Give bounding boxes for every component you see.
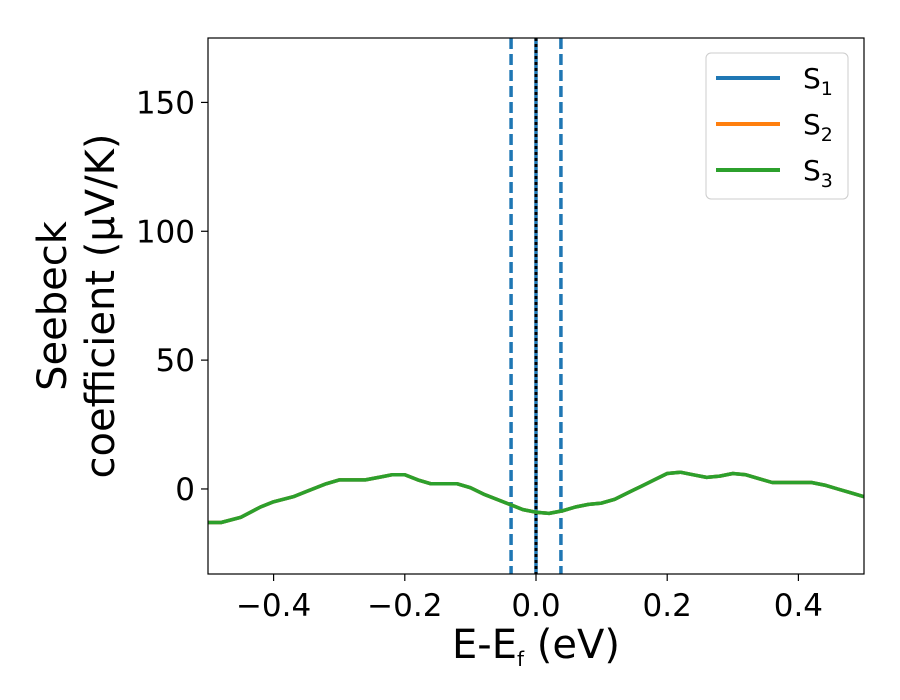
legend-label-S1: S1 [803, 62, 833, 100]
plot-area [208, 38, 864, 574]
legend: S1 S2 S3 [705, 52, 849, 200]
x-tick-label: −0.2 [367, 588, 442, 624]
reference-lines [509, 38, 563, 574]
y-axis-title-line1: Seebeck [30, 220, 76, 391]
y-tick-label: 100 [136, 214, 195, 250]
y-tick-label: 0 [175, 472, 195, 508]
y-tick-label: 50 [156, 343, 195, 379]
x-axis-title: E-Ef (eV) [452, 622, 620, 671]
y-axis-title-line2: coefficient (μV/K) [78, 134, 124, 479]
y-axis-title: Seebeck coefficient (μV/K) [30, 134, 124, 479]
y-tick-label: 150 [136, 85, 195, 121]
x-tick-label: 0.4 [774, 588, 823, 624]
legend-label-S3: S3 [803, 154, 833, 192]
series-line-S3 [208, 470, 864, 525]
x-tick-label: −0.4 [236, 588, 311, 624]
y-axis-ticks: 0 50 100 150 [136, 85, 208, 508]
legend-label-S2: S2 [803, 108, 833, 146]
x-axis-ticks: −0.4 −0.2 0.0 0.2 0.4 [236, 574, 823, 624]
x-tick-label: 0.2 [643, 588, 692, 624]
x-tick-label: 0.0 [511, 588, 560, 624]
series-lines [208, 470, 864, 525]
